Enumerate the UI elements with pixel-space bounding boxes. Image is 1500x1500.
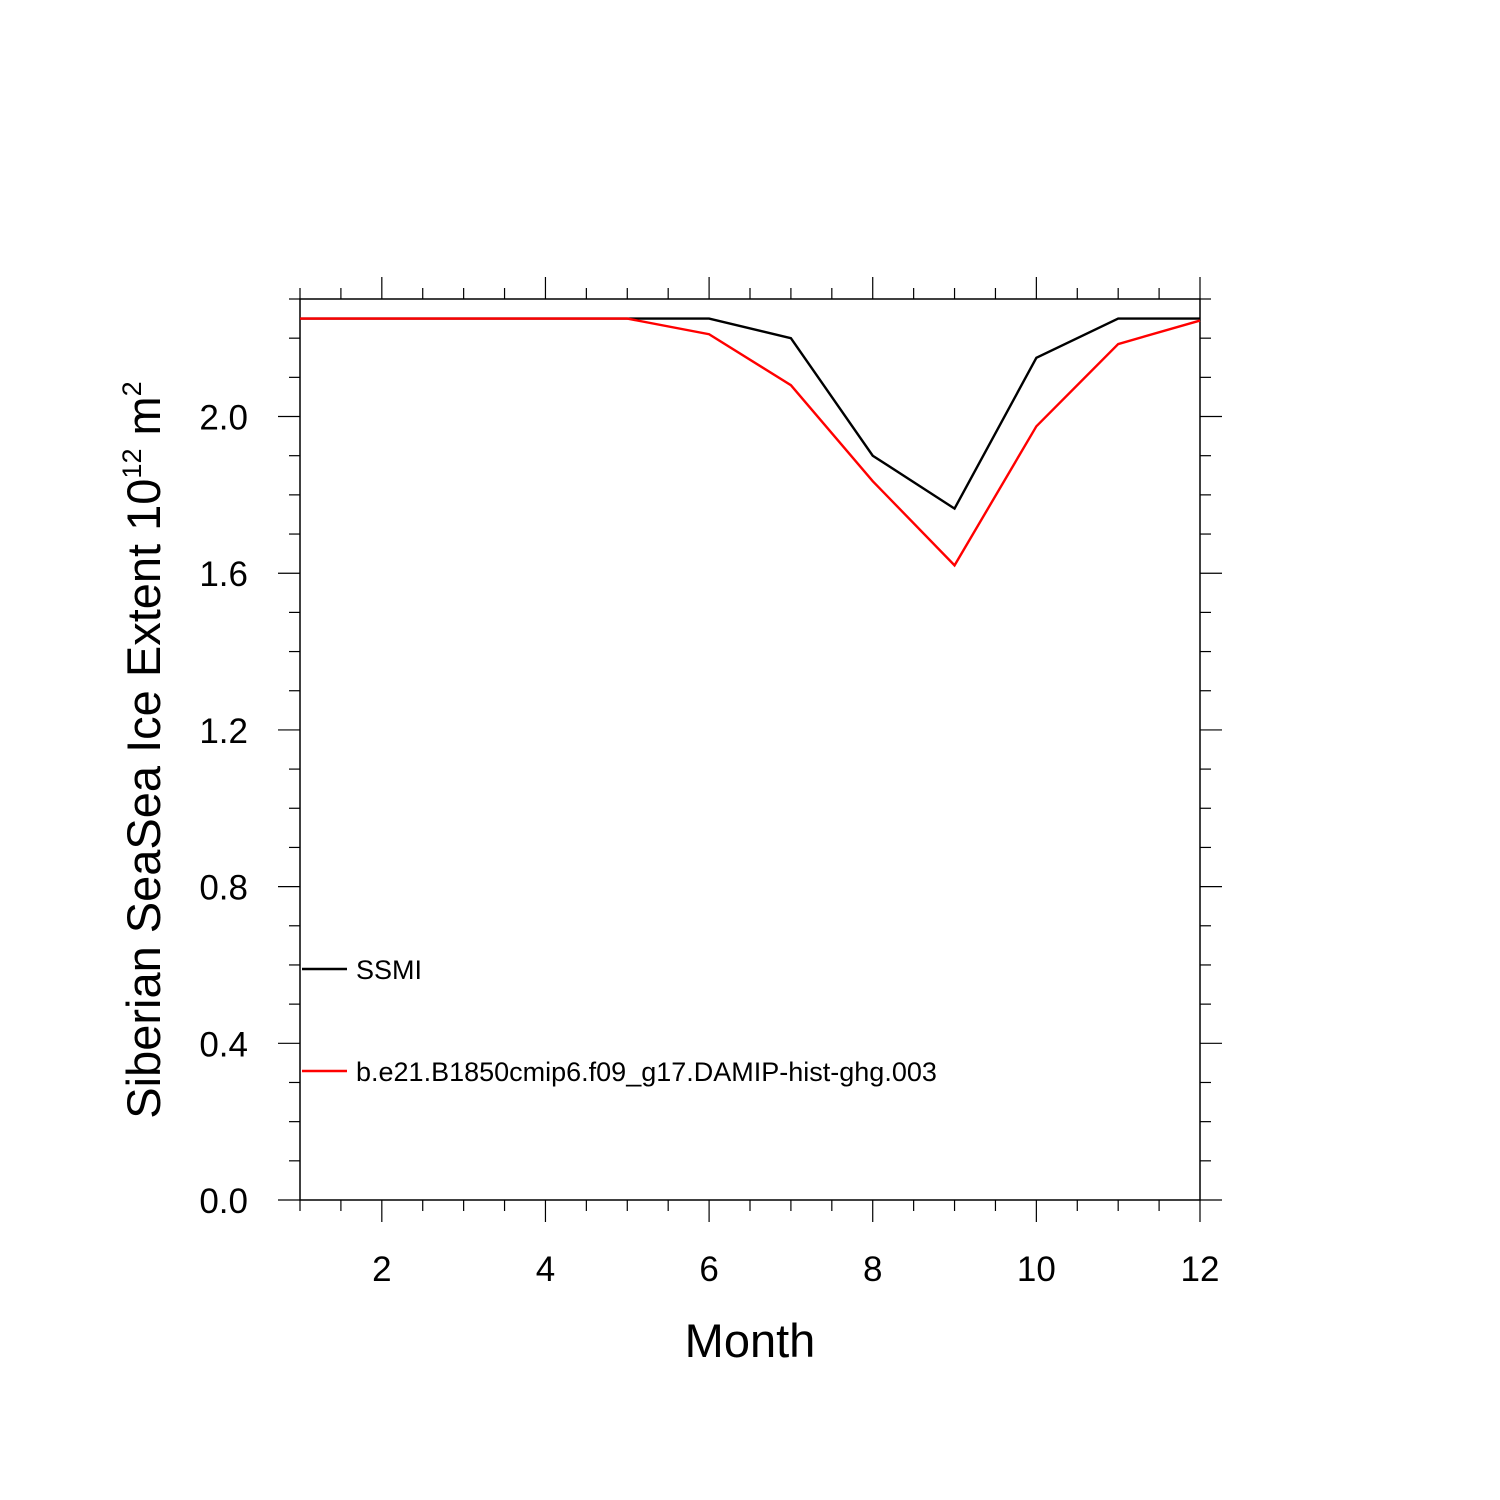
y-tick-label: 1.6	[199, 555, 248, 594]
series-lines	[300, 317, 1201, 568]
y-axis-title-main: Siberian SeaSea Ice Extent 10	[117, 479, 170, 1119]
x-tick-label: 12	[1181, 1250, 1220, 1289]
y-tick-label: 0.8	[199, 869, 248, 908]
legend: SSMI b.e21.B1850cmip6.f09_g17.DAMIP-hist-…	[302, 955, 937, 1087]
y-axis-title-exponent: 12	[117, 449, 147, 479]
y-axis-title-unit: m	[117, 396, 170, 448]
series-line-2	[300, 317, 1201, 568]
legend-label-1: SSMI	[356, 955, 422, 985]
y-tick-label: 0.4	[199, 1025, 248, 1064]
y-tick-label: 2.0	[199, 399, 248, 438]
x-tick-label: 2	[372, 1250, 391, 1289]
legend-label-2: b.e21.B1850cmip6.f09_g17.DAMIP-hist-ghg.…	[356, 1057, 937, 1087]
x-tick-label: 4	[536, 1250, 555, 1289]
x-tick-label: 8	[863, 1250, 882, 1289]
y-tick-labels: 0.0 0.4 0.8 1.2 1.6 2.0	[199, 399, 248, 1221]
x-tick-label: 6	[699, 1250, 718, 1289]
x-axis-title: Month	[685, 1314, 816, 1367]
y-axis-title: Siberian SeaSea Ice Extent 1012 m2	[117, 381, 170, 1118]
y-tick-label: 0.0	[199, 1182, 248, 1221]
x-tick-labels: 2 4 6 8 10 12	[372, 1250, 1219, 1289]
y-tick-label: 1.2	[199, 712, 248, 751]
series-line-1	[300, 317, 1200, 511]
axis-ticks	[278, 277, 1222, 1222]
x-tick-label: 10	[1017, 1250, 1056, 1289]
y-axis-title-unit-exponent: 2	[117, 381, 147, 396]
